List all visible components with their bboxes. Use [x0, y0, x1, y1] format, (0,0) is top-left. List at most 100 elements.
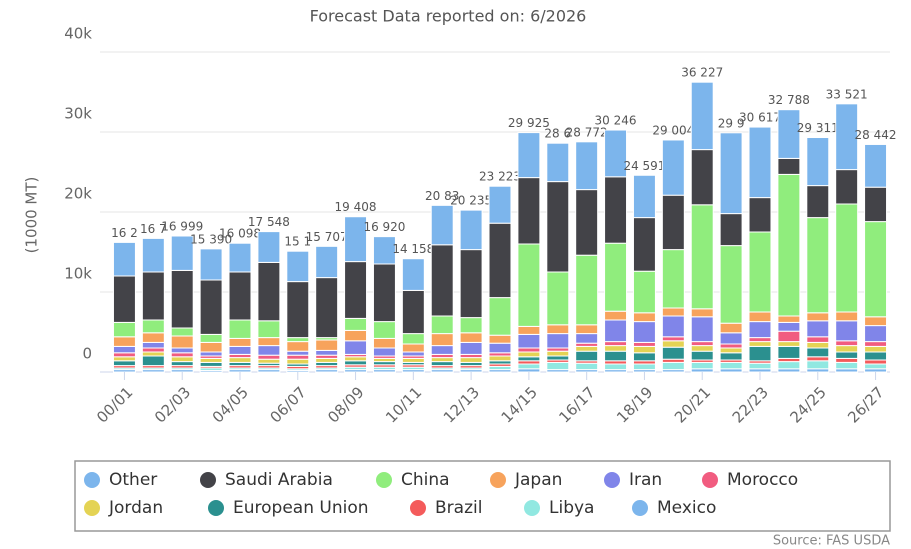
bar-segment — [604, 176, 628, 244]
total-label: 16 999 — [161, 220, 203, 234]
bar-segment — [661, 346, 685, 360]
bar-segment — [286, 354, 310, 360]
x-tick-label: 26/27 — [844, 383, 887, 426]
y-tick-label: 0 — [82, 345, 92, 363]
bar-segment — [257, 261, 281, 322]
bar-segment — [835, 351, 859, 359]
bar-segment — [575, 189, 599, 256]
bar-segment — [690, 316, 714, 343]
bar-segment — [748, 345, 772, 362]
bar-segment — [864, 186, 888, 223]
bar-segment — [632, 312, 656, 323]
legend-swatch — [632, 500, 648, 516]
bar-segment — [835, 340, 859, 347]
total-label: 36 227 — [681, 66, 723, 80]
bar-segment — [459, 341, 483, 355]
bar-segment — [315, 277, 339, 339]
bar-segment — [661, 194, 685, 251]
x-tick-label: 20/21 — [671, 383, 714, 426]
bar-segment — [546, 355, 570, 361]
bar-segment — [228, 337, 252, 347]
x-tick-label: 16/17 — [555, 383, 598, 426]
bar-segment — [690, 350, 714, 361]
bar-segment — [604, 319, 628, 343]
legend-label: Morocco — [727, 470, 798, 490]
bar-segment — [604, 341, 628, 347]
bar-segment — [459, 357, 483, 363]
bar-segment — [315, 357, 339, 363]
y-tick-label: 10k — [64, 265, 92, 283]
bar-segment — [141, 341, 165, 349]
total-label: 15 1 — [284, 235, 311, 249]
bar-segment — [170, 352, 194, 358]
bar-segment — [748, 341, 772, 347]
bar-segment — [517, 351, 541, 358]
bar-segment — [632, 352, 656, 362]
x-tick-label: 10/11 — [382, 383, 425, 426]
bar-segment — [719, 322, 743, 334]
total-label: 24 591 — [623, 159, 665, 173]
bar-segment — [864, 351, 888, 361]
bar-segment — [488, 334, 512, 344]
bar-segment — [459, 249, 483, 319]
bar-segment — [661, 249, 685, 309]
bar-segment — [661, 361, 685, 371]
bar-segment — [199, 333, 223, 343]
bar-segment — [806, 185, 830, 219]
bar-segment — [719, 332, 743, 345]
bar-segment — [112, 356, 136, 362]
bar-segment — [141, 347, 165, 353]
bar-segment — [459, 332, 483, 343]
legend-swatch — [524, 500, 540, 516]
bar-segment — [546, 361, 570, 371]
bar-segment — [806, 217, 830, 314]
bar-segment — [517, 363, 541, 370]
bar-segment — [748, 126, 772, 199]
total-label: 28 772 — [566, 125, 608, 139]
bar-segment — [257, 345, 281, 356]
bar-segment — [344, 340, 368, 355]
bar-segment — [199, 357, 223, 363]
bar-segment — [632, 217, 656, 272]
bar-segment — [170, 235, 194, 271]
bar-segment — [806, 360, 830, 370]
bar-segment — [835, 203, 859, 313]
bar-segment — [344, 261, 368, 319]
bar-segment — [864, 359, 888, 365]
bar-segment — [632, 341, 656, 347]
bar-segment — [170, 327, 194, 337]
bar-segment — [661, 307, 685, 317]
bar-segment — [546, 181, 570, 273]
bar-segment — [401, 258, 425, 291]
x-tick-label: 08/09 — [324, 383, 367, 426]
bar-segment — [575, 350, 599, 362]
bar-segment — [632, 174, 656, 219]
bar-segment — [286, 250, 310, 283]
x-tick-label: 00/01 — [93, 383, 136, 426]
bar-segment — [748, 337, 772, 343]
legend-label: Libya — [549, 498, 594, 518]
bar-segment — [661, 340, 685, 348]
bar-segment — [835, 169, 859, 205]
bar-segment — [835, 345, 859, 353]
total-label: 28 6 — [544, 127, 571, 141]
total-label: 16 2 — [111, 226, 138, 240]
bar-segment — [864, 221, 888, 318]
bar-segment — [228, 357, 252, 363]
bar-segment — [344, 356, 368, 362]
bar-segment — [575, 324, 599, 335]
bar-segment — [228, 271, 252, 321]
bar-segment — [517, 333, 541, 349]
bar-segment — [777, 330, 801, 343]
bar-segment — [748, 197, 772, 233]
bar-segment — [517, 177, 541, 245]
bar-segment — [344, 216, 368, 263]
bar-segment — [661, 139, 685, 196]
bar-segment — [661, 336, 685, 342]
bar-segment — [112, 275, 136, 323]
bar-segment — [517, 243, 541, 327]
bar-segment — [372, 337, 396, 349]
y-tick-label: 30k — [64, 105, 92, 123]
bar-segment — [777, 321, 801, 332]
